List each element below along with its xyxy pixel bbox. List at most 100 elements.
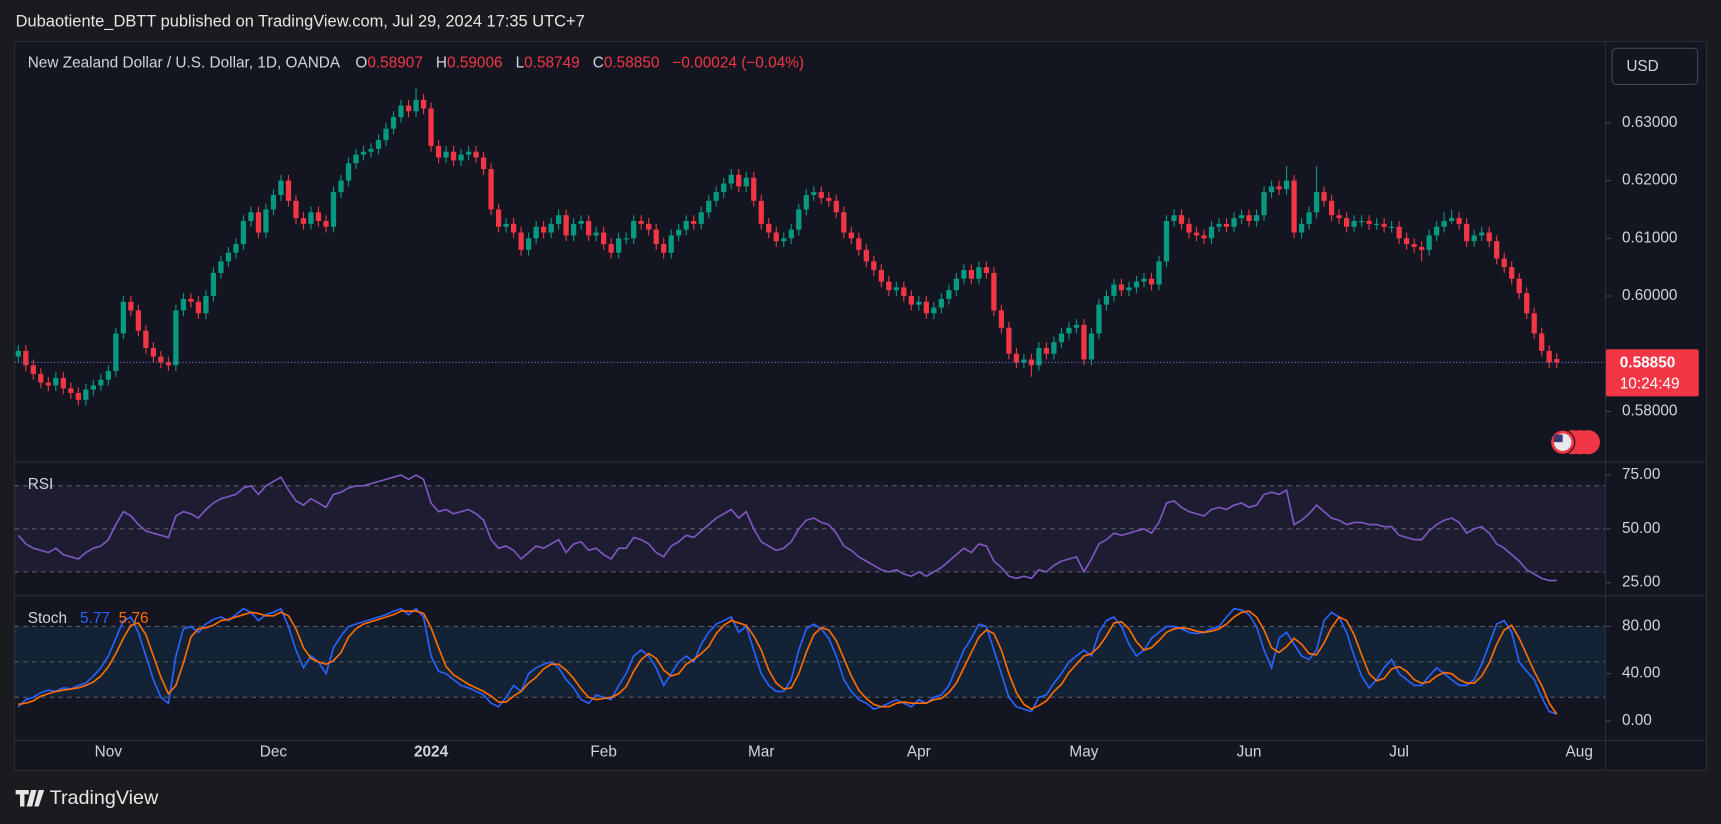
candle-body bbox=[938, 298, 944, 308]
change: −0.00024 (−0.04%) bbox=[672, 55, 804, 72]
ohlc-letter: C bbox=[593, 55, 604, 72]
candle-body bbox=[1268, 186, 1275, 193]
last-price-tag bbox=[1605, 349, 1699, 397]
candle-body bbox=[60, 377, 66, 389]
flag-icon bbox=[1553, 434, 1563, 443]
y-tick-label: 0.58000 bbox=[1622, 402, 1678, 419]
candle-body bbox=[30, 365, 36, 374]
candle-body bbox=[563, 215, 569, 236]
candle-body bbox=[1141, 278, 1147, 282]
candle-body bbox=[751, 177, 757, 201]
candle-body bbox=[766, 223, 772, 233]
candle-body bbox=[578, 220, 584, 224]
candle-body bbox=[638, 220, 644, 224]
candle-body bbox=[1328, 200, 1335, 216]
candle-body bbox=[803, 195, 809, 210]
candle-body bbox=[818, 192, 824, 198]
candle-body bbox=[856, 238, 862, 250]
indicator-line bbox=[18, 610, 1558, 715]
candle-body bbox=[683, 220, 689, 230]
candle-body bbox=[1494, 241, 1500, 259]
chart-frame bbox=[14, 41, 1707, 771]
x-tick-label: Jul bbox=[1389, 744, 1409, 761]
candle-body bbox=[728, 174, 734, 184]
ohlc-value: 0.59006 bbox=[447, 55, 503, 72]
candle-body bbox=[1501, 258, 1507, 268]
stoch-legend: Stoch 5.77 5.76 bbox=[28, 610, 149, 627]
candle-body bbox=[758, 200, 764, 224]
candle-body bbox=[991, 272, 997, 311]
candle-body bbox=[188, 298, 194, 302]
candle-body bbox=[1546, 350, 1552, 363]
y-tick-label: 40.00 bbox=[1622, 665, 1660, 682]
candle-body bbox=[653, 229, 659, 245]
candle-body bbox=[1479, 232, 1485, 236]
candle-body bbox=[623, 238, 629, 240]
candle-body bbox=[263, 209, 269, 233]
candle-body bbox=[1524, 293, 1530, 314]
candle-body bbox=[1148, 278, 1155, 285]
candle-body bbox=[1486, 232, 1492, 242]
candle-body bbox=[811, 192, 817, 196]
candle-body bbox=[826, 197, 832, 201]
x-tick-label: Jun bbox=[1237, 744, 1262, 761]
currency-label[interactable]: USD bbox=[1626, 58, 1658, 75]
countdown: 10:24:49 bbox=[1620, 375, 1680, 392]
candle-body bbox=[1358, 220, 1365, 223]
candle-body bbox=[278, 180, 284, 196]
candle-body bbox=[360, 151, 367, 155]
candle-body bbox=[338, 180, 344, 193]
candle-body bbox=[420, 99, 427, 109]
candle-body bbox=[1426, 235, 1432, 250]
candle-body bbox=[616, 238, 622, 253]
candle-body bbox=[398, 105, 404, 118]
candle-body bbox=[998, 310, 1005, 328]
logo-icon bbox=[15, 789, 45, 807]
candle-body bbox=[1321, 192, 1327, 201]
candle-body bbox=[210, 272, 217, 297]
candle-body bbox=[1163, 220, 1170, 262]
y-tick-label: 0.62000 bbox=[1622, 172, 1678, 189]
candle-body bbox=[533, 226, 539, 239]
candle-body bbox=[908, 296, 914, 305]
candle-body bbox=[525, 238, 532, 250]
candle-body bbox=[203, 296, 209, 314]
ohlc-value: 0.58749 bbox=[524, 55, 580, 72]
candle-body bbox=[315, 212, 322, 221]
candle-body bbox=[225, 252, 232, 262]
candle-body bbox=[1246, 215, 1252, 221]
candle-body bbox=[465, 151, 472, 155]
candle-body bbox=[158, 356, 164, 363]
y-tick-label: 0.63000 bbox=[1622, 114, 1678, 131]
candle-body bbox=[796, 209, 802, 230]
candle-body bbox=[293, 200, 299, 219]
currency-button[interactable] bbox=[1611, 47, 1699, 86]
candle-body bbox=[1051, 342, 1057, 354]
candle-body bbox=[916, 301, 922, 305]
candle-body bbox=[353, 154, 359, 164]
candle-body bbox=[255, 212, 262, 233]
candle-body bbox=[1306, 212, 1312, 224]
candle-body bbox=[721, 183, 727, 193]
candle-body bbox=[540, 226, 547, 233]
candle-body bbox=[1028, 359, 1035, 366]
candle-body bbox=[443, 151, 449, 158]
candle-body bbox=[113, 333, 119, 372]
candle-body bbox=[555, 215, 562, 224]
candle-body bbox=[128, 301, 134, 311]
candle-body bbox=[1096, 304, 1102, 334]
symbol: New Zealand Dollar / U.S. Dollar, 1D, OA… bbox=[28, 55, 341, 72]
y-tick-label: 50.00 bbox=[1622, 520, 1660, 537]
candle-body bbox=[270, 195, 277, 210]
candle-body bbox=[743, 177, 749, 187]
candle-body bbox=[1253, 215, 1260, 221]
candle-body bbox=[593, 232, 599, 236]
candle-body bbox=[1343, 218, 1350, 227]
candle-body bbox=[1509, 267, 1515, 279]
y-tick-label: 25.00 bbox=[1622, 574, 1660, 591]
candle-body bbox=[1186, 223, 1192, 233]
candle-body bbox=[428, 108, 434, 146]
candle-body bbox=[413, 99, 419, 112]
candle-body bbox=[435, 145, 442, 158]
y-tick-label: 75.00 bbox=[1622, 466, 1660, 483]
